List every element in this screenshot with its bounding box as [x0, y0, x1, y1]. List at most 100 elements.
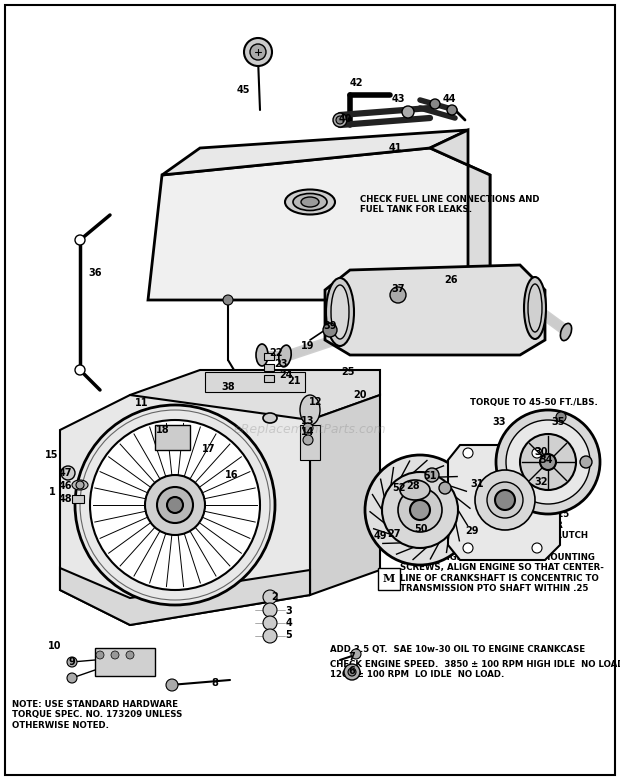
- Text: 38: 38: [221, 382, 235, 392]
- Text: 42: 42: [349, 78, 363, 88]
- Text: 10: 10: [48, 641, 62, 651]
- Ellipse shape: [279, 345, 291, 367]
- Circle shape: [303, 423, 313, 433]
- Text: 3: 3: [286, 606, 293, 616]
- Circle shape: [410, 500, 430, 520]
- Bar: [205, 372, 305, 392]
- Circle shape: [75, 365, 85, 375]
- Circle shape: [344, 664, 360, 680]
- Circle shape: [506, 420, 590, 504]
- Circle shape: [495, 490, 515, 510]
- Circle shape: [336, 116, 344, 124]
- Polygon shape: [60, 568, 310, 625]
- Ellipse shape: [263, 413, 277, 423]
- Text: 7: 7: [348, 652, 355, 662]
- Text: 17: 17: [202, 444, 216, 454]
- Circle shape: [439, 482, 451, 494]
- Ellipse shape: [331, 285, 349, 339]
- Circle shape: [540, 454, 556, 470]
- Text: 28: 28: [406, 481, 420, 491]
- Bar: [264, 353, 274, 360]
- Circle shape: [398, 488, 442, 532]
- Circle shape: [303, 435, 313, 445]
- Text: 9: 9: [69, 657, 76, 667]
- Text: 14: 14: [301, 427, 315, 437]
- Polygon shape: [448, 445, 560, 560]
- Circle shape: [580, 456, 592, 468]
- Text: 11: 11: [135, 398, 149, 408]
- Circle shape: [90, 420, 260, 590]
- Polygon shape: [325, 265, 545, 355]
- Circle shape: [520, 434, 576, 490]
- Circle shape: [111, 651, 119, 659]
- Circle shape: [167, 497, 183, 513]
- Text: 19: 19: [301, 341, 315, 351]
- Text: 26: 26: [445, 275, 458, 285]
- Ellipse shape: [400, 480, 430, 500]
- Text: TORQUE TO 45-50 FT./LBS.: TORQUE TO 45-50 FT./LBS.: [470, 398, 598, 407]
- Polygon shape: [130, 370, 380, 420]
- Circle shape: [75, 405, 275, 605]
- Text: 33: 33: [492, 417, 506, 427]
- Polygon shape: [162, 130, 468, 175]
- Bar: [264, 375, 274, 382]
- Text: 5: 5: [286, 630, 293, 640]
- Bar: [378, 568, 400, 590]
- Bar: [155, 425, 190, 450]
- Circle shape: [126, 651, 134, 659]
- Text: 24: 24: [279, 370, 293, 380]
- Circle shape: [323, 323, 337, 337]
- Circle shape: [61, 466, 75, 480]
- Text: M: M: [383, 573, 395, 584]
- Circle shape: [250, 44, 266, 60]
- Circle shape: [402, 106, 414, 118]
- Circle shape: [244, 38, 272, 66]
- Text: 51: 51: [423, 471, 436, 481]
- Circle shape: [463, 448, 473, 458]
- Text: 27: 27: [388, 529, 401, 539]
- Text: 4: 4: [286, 618, 293, 628]
- Ellipse shape: [560, 324, 572, 341]
- Circle shape: [263, 590, 277, 604]
- Text: 29: 29: [465, 526, 479, 536]
- Bar: [72, 495, 84, 503]
- Ellipse shape: [256, 344, 268, 366]
- Text: CHECK FUEL LINE CONNECTIONS AND
FUEL TANK FOR LEAKS.: CHECK FUEL LINE CONNECTIONS AND FUEL TAN…: [360, 195, 539, 215]
- Circle shape: [390, 287, 406, 303]
- Text: 31: 31: [470, 479, 484, 489]
- Text: 52: 52: [392, 483, 405, 493]
- Text: 22: 22: [269, 348, 283, 358]
- Text: eReplacementParts.com: eReplacementParts.com: [234, 424, 386, 437]
- Circle shape: [425, 468, 439, 482]
- Circle shape: [348, 668, 356, 676]
- Circle shape: [447, 105, 457, 115]
- Text: 50: 50: [414, 524, 428, 534]
- Circle shape: [157, 487, 193, 523]
- Text: 20: 20: [353, 390, 367, 400]
- Text: 48: 48: [58, 494, 72, 504]
- Bar: [95, 648, 155, 676]
- Circle shape: [75, 235, 85, 245]
- Circle shape: [430, 99, 440, 109]
- Text: 32: 32: [534, 477, 547, 487]
- Bar: [264, 364, 274, 371]
- Ellipse shape: [300, 395, 320, 425]
- Text: 34: 34: [539, 455, 553, 465]
- Circle shape: [263, 616, 277, 630]
- Text: 23: 23: [274, 359, 288, 369]
- Text: CHECK ENGINE SPEED.  3850 ± 100 RPM HIGH IDLE  NO LOAD
1200 ± 100 RPM  LO IDLE  : CHECK ENGINE SPEED. 3850 ± 100 RPM HIGH …: [330, 660, 620, 679]
- Circle shape: [166, 679, 178, 691]
- Text: ADJUST BRAKE DRUM
TO OBTAIN .010 - .015
CLEARANCE AT FOUR
POINTS BETWEEN CLUTCH
: ADJUST BRAKE DRUM TO OBTAIN .010 - .015 …: [462, 500, 588, 551]
- Text: 25: 25: [341, 367, 355, 377]
- Text: NOTE: USE STANDARD HARDWARE
TORQUE SPEC. NO. 173209 UNLESS
OTHERWISE NOTED.: NOTE: USE STANDARD HARDWARE TORQUE SPEC.…: [12, 700, 182, 730]
- Text: 47: 47: [58, 468, 72, 478]
- Text: BEFORE TIGHTENING ENGINE MOUNTING
SCREWS, ALIGN ENGINE SO THAT CENTER-
LINE OF C: BEFORE TIGHTENING ENGINE MOUNTING SCREWS…: [400, 553, 604, 594]
- Circle shape: [333, 113, 347, 127]
- Text: 45: 45: [236, 85, 250, 95]
- Ellipse shape: [72, 480, 88, 490]
- Circle shape: [223, 295, 233, 305]
- Circle shape: [382, 472, 458, 548]
- Circle shape: [532, 448, 542, 458]
- Ellipse shape: [326, 278, 354, 346]
- Text: 39: 39: [323, 321, 337, 331]
